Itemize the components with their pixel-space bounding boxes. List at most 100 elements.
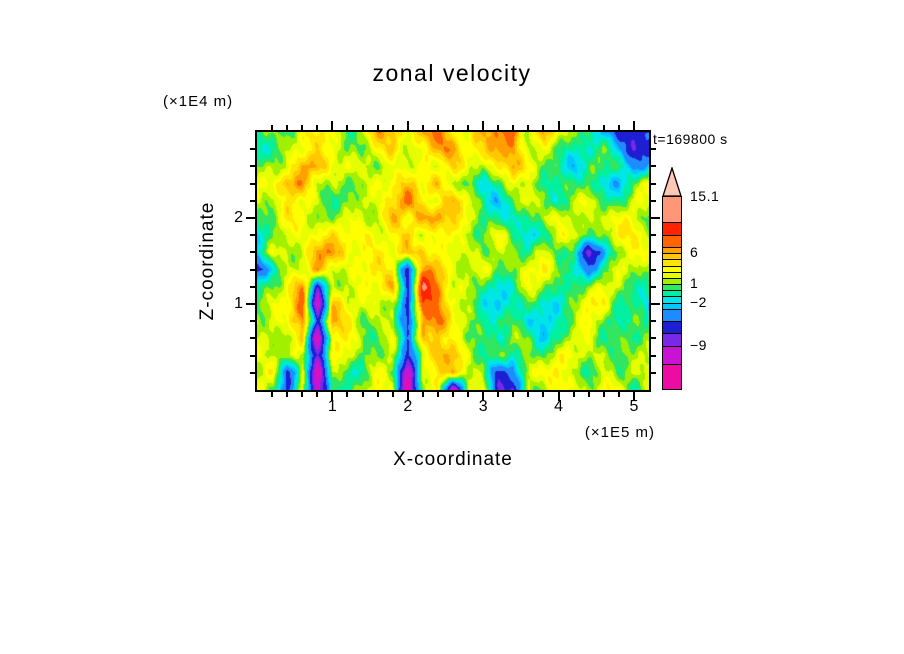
axis-tick — [651, 148, 656, 151]
axis-tick — [391, 125, 394, 130]
z-tick-label: 1 — [234, 295, 243, 312]
chart-title: zonal velocity — [372, 60, 532, 86]
plot-frame — [255, 130, 651, 392]
axis-tick — [467, 392, 470, 397]
axis-tick — [572, 392, 575, 397]
axis-tick — [617, 125, 620, 130]
colorbar-label: −2 — [690, 293, 707, 310]
axis-tick — [346, 125, 349, 130]
colorbar-arrow-icon — [662, 167, 682, 197]
z-tick-label: 2 — [234, 209, 243, 226]
axis-tick — [557, 121, 560, 130]
colorbar-band — [663, 296, 681, 303]
colorbar-arrow-shape — [662, 167, 682, 197]
axis-tick — [271, 125, 274, 130]
z-axis-unit-label: (×1E4 m) — [163, 93, 234, 110]
axis-tick — [331, 121, 334, 130]
axis-tick — [651, 199, 656, 202]
colorbar-band — [663, 364, 681, 389]
axis-tick — [421, 125, 424, 130]
axis-tick — [497, 392, 500, 397]
axis-tick — [286, 125, 289, 130]
axis-tick — [421, 392, 424, 397]
heatmap-canvas — [257, 132, 649, 390]
axis-tick — [651, 234, 656, 237]
colorbar-band — [663, 302, 681, 309]
axis-tick — [250, 320, 255, 323]
axis-tick — [651, 285, 656, 288]
axis-tick — [361, 392, 364, 397]
x-tick-label: 2 — [403, 398, 413, 415]
axis-tick — [467, 125, 470, 130]
axis-tick — [391, 392, 394, 397]
colorbar-band — [663, 345, 681, 365]
axis-tick — [250, 251, 255, 254]
colorbar-band — [663, 222, 681, 235]
axis-tick — [651, 217, 660, 219]
axis-tick — [651, 303, 660, 305]
axis-tick — [250, 268, 255, 271]
axis-tick — [250, 285, 255, 288]
axis-tick — [617, 392, 620, 397]
colorbar-band — [663, 271, 681, 278]
x-axis-unit-label: (×1E5 m) — [584, 424, 655, 441]
colorbar-band — [663, 308, 681, 322]
colorbar-band — [663, 333, 681, 346]
axis-tick — [651, 182, 656, 185]
axis-tick — [602, 125, 605, 130]
axis-tick — [602, 392, 605, 397]
axis-tick — [587, 392, 590, 397]
axis-tick — [632, 392, 635, 401]
axis-tick — [246, 217, 255, 219]
axis-tick — [542, 125, 545, 130]
colorbar-band — [663, 259, 681, 266]
x-tick-label: 3 — [478, 398, 488, 415]
axis-tick — [250, 148, 255, 151]
axis-tick — [452, 125, 454, 130]
axis-tick — [651, 165, 656, 168]
x-tick-label: 5 — [629, 398, 639, 415]
x-axis-title: X-coordinate — [393, 449, 513, 470]
axis-tick — [250, 234, 255, 237]
axis-tick — [497, 125, 500, 130]
colorbar-label: 6 — [690, 244, 699, 261]
colorbar-band — [663, 277, 681, 285]
axis-tick — [632, 121, 635, 130]
axis-tick — [587, 125, 590, 130]
colorbar-label: 15.1 — [690, 188, 720, 204]
axis-tick — [527, 125, 530, 130]
axis-tick — [527, 392, 530, 397]
axis-tick — [542, 392, 545, 397]
x-tick-label: 4 — [554, 398, 563, 415]
axis-tick — [651, 337, 656, 340]
x-tick-label: 1 — [327, 398, 337, 415]
axis-tick — [452, 392, 454, 397]
axis-tick — [271, 392, 274, 397]
colorbar-label: 1 — [690, 275, 699, 292]
axis-tick — [346, 392, 349, 397]
axis-tick — [331, 392, 334, 401]
colorbar-band — [663, 197, 681, 223]
colorbar-label: −9 — [690, 336, 707, 353]
axis-tick — [651, 354, 656, 357]
axis-tick — [482, 121, 485, 130]
axis-tick — [651, 251, 656, 254]
colorbar-band — [663, 284, 681, 291]
colorbar-band — [663, 290, 681, 297]
axis-tick — [246, 303, 255, 305]
axis-tick — [286, 392, 289, 397]
axis-tick — [301, 392, 304, 397]
colorbar-band — [663, 234, 681, 247]
axis-tick — [250, 371, 255, 374]
axis-tick — [250, 199, 255, 202]
time-annotation: t=169800 s — [653, 131, 728, 147]
axis-tick — [361, 125, 364, 130]
axis-tick — [651, 320, 656, 323]
axis-tick — [512, 392, 515, 397]
axis-tick — [316, 125, 319, 130]
axis-tick — [316, 392, 319, 397]
colorbar-body — [662, 196, 682, 390]
axis-tick — [250, 337, 255, 340]
axis-tick — [651, 371, 656, 374]
